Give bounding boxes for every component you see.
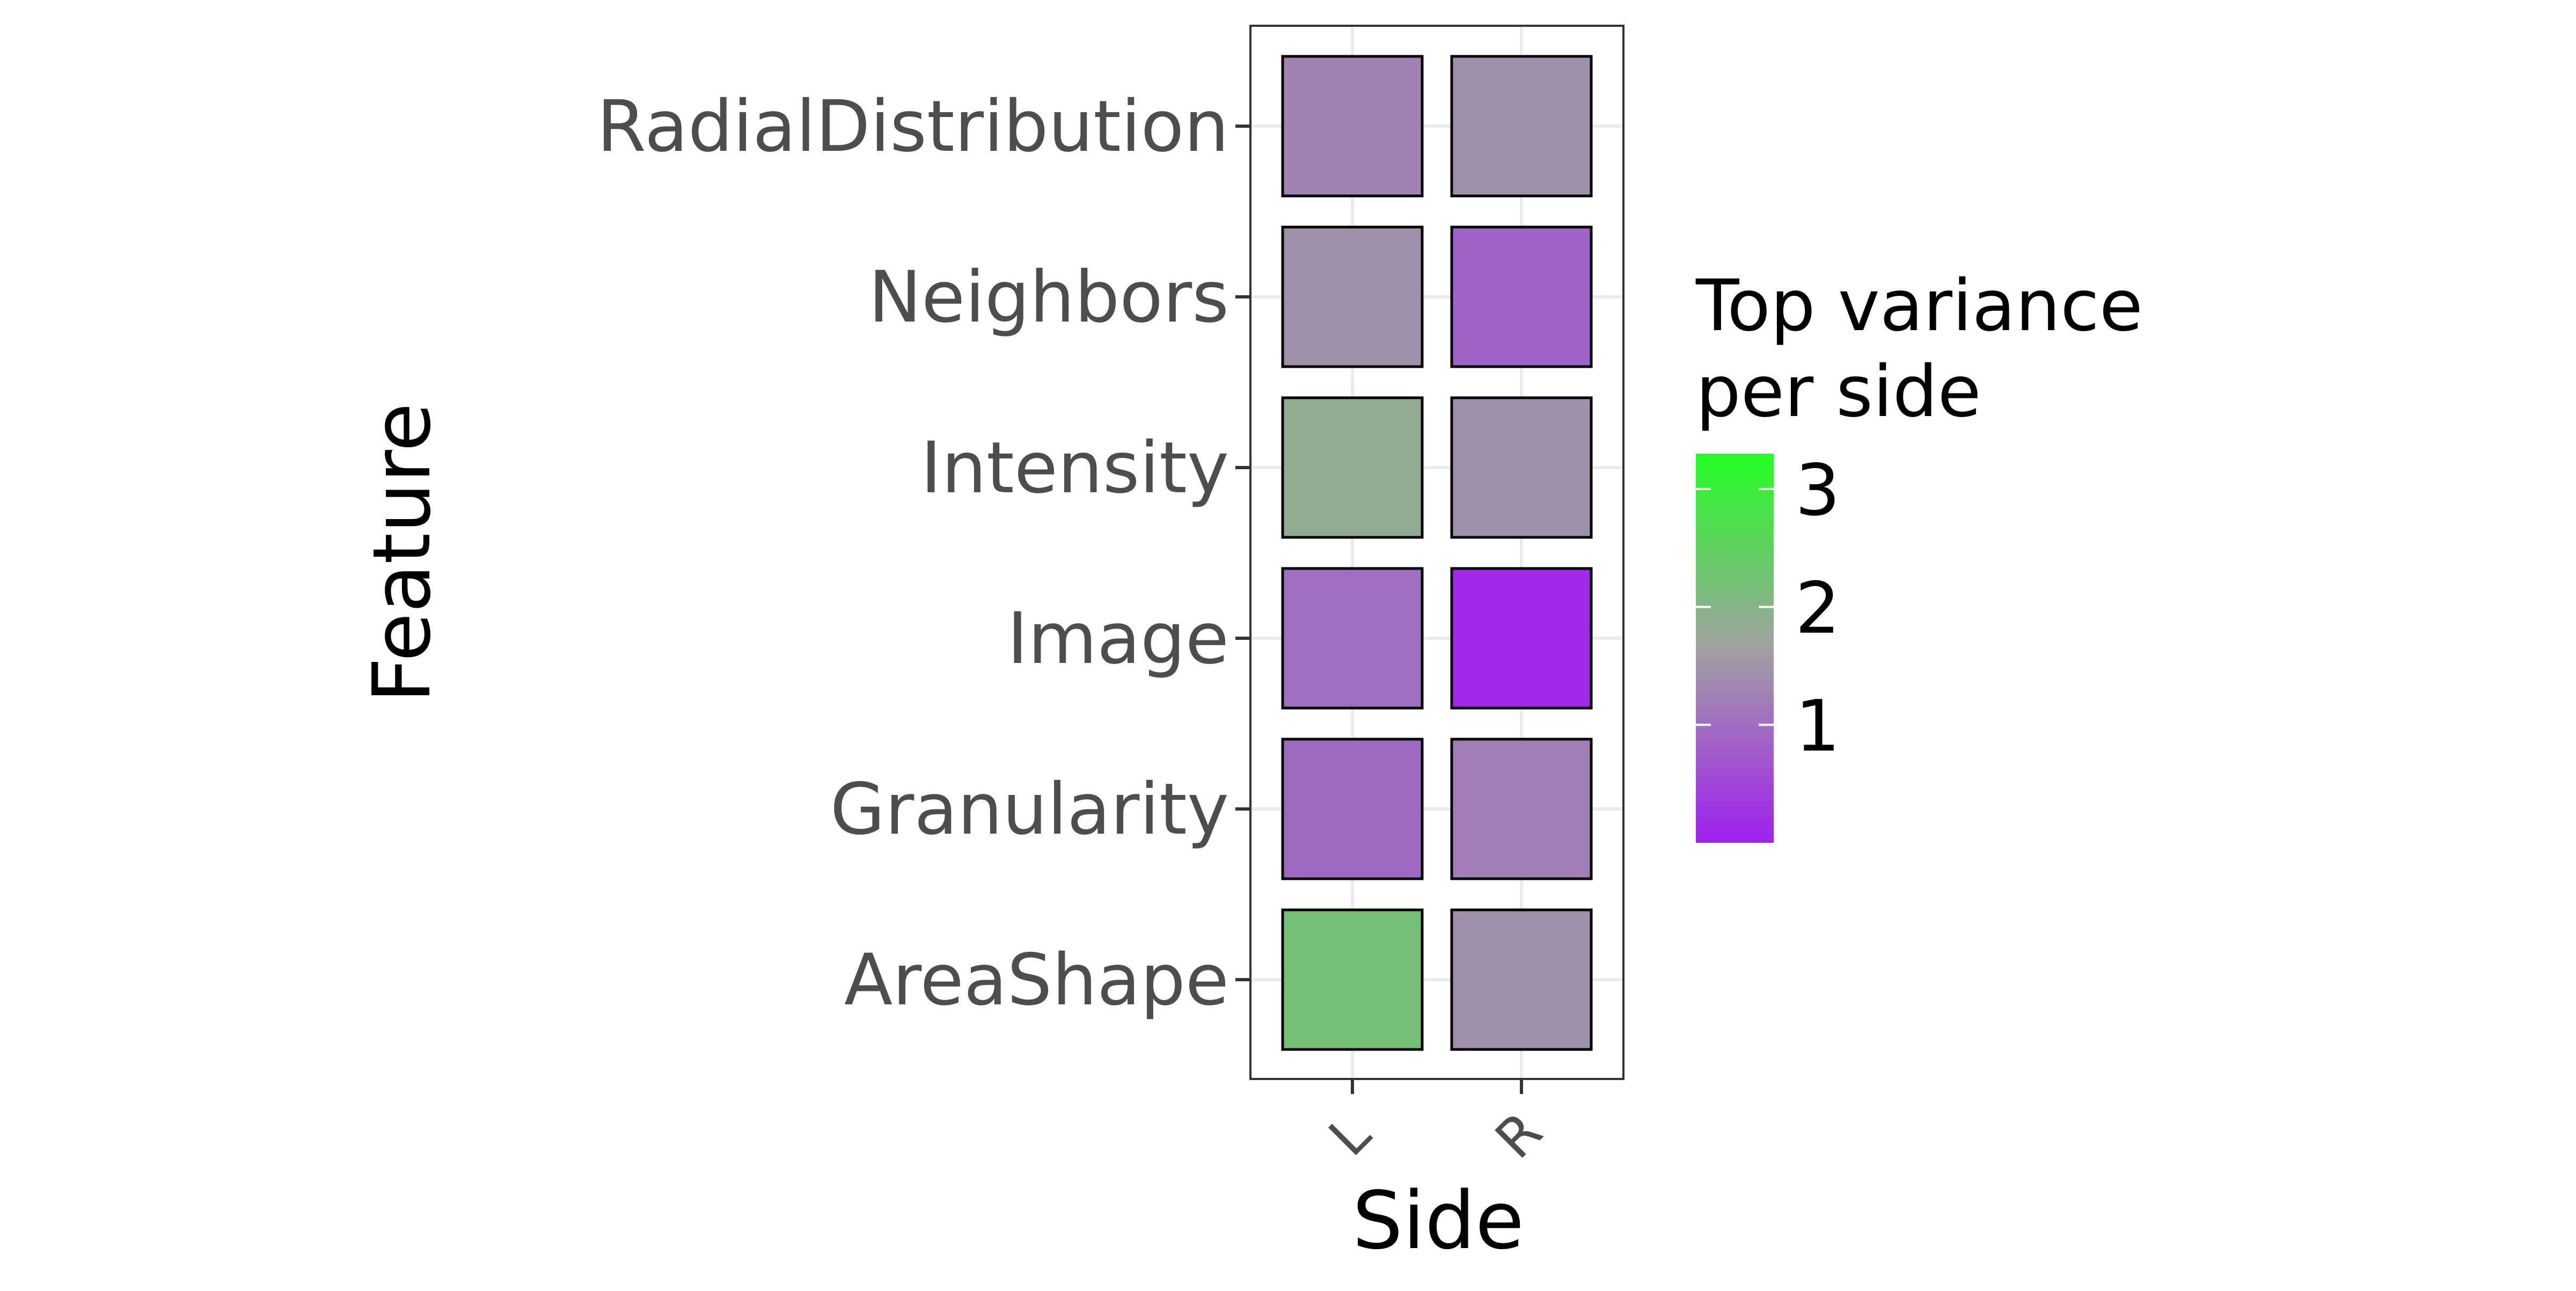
heatmap-cell (1450, 55, 1593, 198)
heatmap-cell (1281, 908, 1424, 1051)
heatmap-cell (1281, 55, 1424, 198)
legend-title-line: Top variance (1695, 265, 2143, 347)
y-tick-label: AreaShape (844, 939, 1229, 1022)
heatmap-cell (1281, 567, 1424, 710)
heatmap-cell (1281, 225, 1424, 368)
heatmap-cell (1281, 396, 1424, 539)
y-axis-title: Feature (356, 403, 448, 703)
y-tick-label: Intensity (920, 427, 1229, 509)
legend-title-line: per side (1696, 351, 1981, 433)
heatmap-cell (1450, 396, 1593, 539)
x-tick-label: L (1317, 1103, 1382, 1168)
y-tick-label: Image (1007, 597, 1229, 680)
y-tick-label: Granularity (830, 768, 1229, 851)
x-axis-title: Side (1352, 1175, 1524, 1267)
legend-colorbar (1696, 454, 1774, 843)
x-tick-label: R (1483, 1100, 1554, 1171)
panel-border (1249, 25, 1624, 1080)
y-tick-label: RadialDistribution (597, 85, 1229, 168)
legend-tick-label: 1 (1795, 685, 1840, 768)
axes: AreaShape Granularity Image Intensity Neighb… (597, 85, 1554, 1171)
y-tick-label: Neighbors (868, 256, 1229, 339)
heatmap-cells (1281, 55, 1593, 1051)
panel-background (1250, 26, 1623, 1079)
legend-tick-label: 3 (1795, 449, 1840, 532)
heatmap-cell (1281, 738, 1424, 880)
legend-tick-label: 2 (1795, 567, 1840, 650)
heatmap-cell (1450, 567, 1593, 710)
heatmap-cell (1450, 738, 1593, 880)
heatmap-cell (1450, 908, 1593, 1051)
heatmap-cell (1450, 225, 1593, 368)
